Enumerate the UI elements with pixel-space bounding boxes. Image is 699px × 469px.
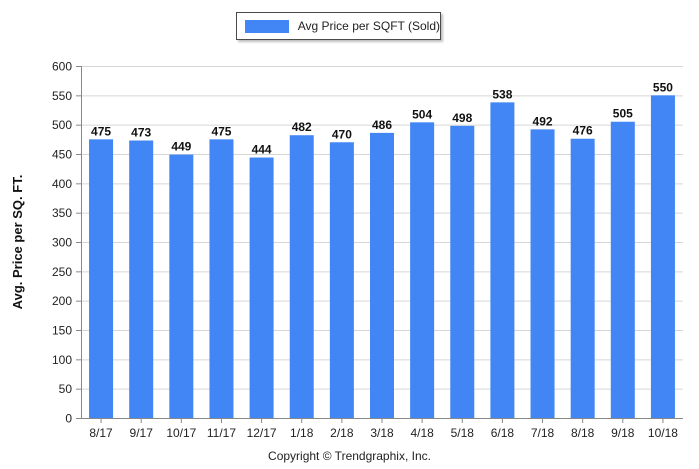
x-axis-ticks: 8/17 9/17 10/17 11/17 12/17 1/18 2/18 3/18 4/18 5… (89, 418, 678, 440)
x-tick-label: 12/17 (247, 426, 277, 440)
y-tick-label: 200 (52, 294, 72, 308)
legend-label: Avg Price per SQFT (Sold) (297, 19, 440, 33)
bar-data-label: 505 (613, 107, 633, 121)
bar-data-label: 504 (412, 107, 432, 121)
y-tick-label: 150 (52, 324, 72, 338)
bar (289, 135, 314, 418)
legend: Avg Price per SQFT (Sold) (236, 12, 441, 40)
x-tick-label: 5/18 (451, 426, 475, 440)
y-axis-label: Avg. Price per SQ. FT. (10, 175, 25, 310)
bar (129, 140, 154, 419)
bar (530, 129, 555, 419)
y-tick-label: 100 (52, 353, 72, 367)
bar-data-label: 492 (533, 114, 553, 128)
bar-data-label: 470 (332, 127, 352, 141)
bar-data-label: 475 (91, 124, 111, 138)
y-tick-label: 400 (52, 177, 72, 191)
bar-data-label: 550 (653, 80, 673, 94)
y-tick-label: 500 (52, 118, 72, 132)
y-tick-label: 50 (59, 382, 73, 396)
bar-data-label: 538 (492, 87, 512, 101)
bar-data-label: 476 (573, 124, 593, 138)
bar-data-label: 444 (252, 143, 272, 157)
y-tick-label: 250 (52, 265, 72, 279)
bar (570, 138, 595, 418)
bar-data-label: 498 (452, 111, 472, 125)
y-tick-label: 600 (52, 60, 72, 74)
x-tick-label: 10/17 (166, 426, 196, 440)
legend-swatch (245, 19, 289, 33)
x-tick-label: 6/18 (491, 426, 515, 440)
y-tick-label: 450 (52, 148, 72, 162)
bar (209, 139, 234, 419)
bar-data-labels: 475 473 449 475 444 482 470 486 504 498 538 492 476 5… (91, 80, 673, 156)
bar-data-label: 475 (211, 124, 231, 138)
x-tick-label: 7/18 (531, 426, 555, 440)
bars (89, 95, 675, 419)
x-tick-label: 3/18 (370, 426, 394, 440)
bar-data-label: 449 (171, 140, 191, 154)
x-tick-label: 8/18 (571, 426, 595, 440)
x-tick-label: 8/17 (89, 426, 113, 440)
y-tick-label: 0 (65, 412, 72, 426)
x-tick-label: 9/18 (611, 426, 635, 440)
x-tick-label: 11/17 (207, 426, 236, 440)
bar (650, 95, 675, 418)
x-tick-label: 1/18 (290, 426, 314, 440)
y-tick-label: 300 (52, 236, 72, 250)
x-tick-label: 10/18 (648, 426, 678, 440)
bar-data-label: 486 (372, 118, 392, 132)
copyright-text: Copyright © Trendgraphix, Inc. (268, 449, 431, 463)
x-tick-label: 2/18 (330, 426, 354, 440)
y-tick-label: 550 (52, 89, 72, 103)
y-axis-ticks: 0 50 100 150 200 250 300 350 400 450 500 550 600 (52, 60, 81, 426)
x-tick-label: 4/18 (410, 426, 434, 440)
bar (89, 139, 114, 419)
bar-data-label: 473 (131, 126, 151, 140)
bar (450, 125, 475, 418)
bar (329, 142, 354, 418)
bar (610, 121, 635, 418)
bar (249, 157, 274, 418)
bar (370, 132, 394, 418)
y-tick-label: 350 (52, 206, 72, 220)
bar (410, 122, 435, 418)
x-tick-label: 9/17 (130, 426, 154, 440)
bar-data-label: 482 (292, 120, 312, 134)
bar (169, 154, 194, 418)
bar (490, 102, 515, 418)
